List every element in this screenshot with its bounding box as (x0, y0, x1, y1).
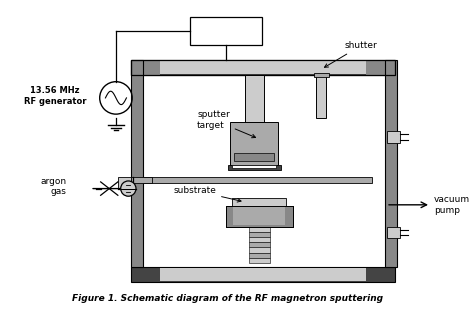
Bar (249, 227, 270, 232)
Bar (232, 198, 286, 206)
Bar (191, 17, 262, 45)
Bar (143, 177, 372, 183)
Bar (152, 62, 374, 73)
Text: shutter: shutter (325, 41, 378, 67)
Bar (249, 232, 270, 237)
Bar (387, 131, 401, 143)
Bar (160, 268, 366, 281)
Bar (131, 60, 160, 75)
Bar (313, 73, 329, 77)
Bar (249, 258, 270, 263)
Bar (234, 153, 274, 161)
Bar (385, 60, 397, 267)
Bar (316, 75, 326, 118)
Circle shape (121, 181, 136, 196)
Text: substrate: substrate (173, 186, 241, 202)
Text: Figure 1. Schematic diagram of the RF magnetron sputtering: Figure 1. Schematic diagram of the RF ma… (72, 294, 383, 303)
Text: matching
network: matching network (206, 21, 246, 41)
Text: 13.56 MHz
RF generator: 13.56 MHz RF generator (24, 86, 86, 106)
Bar (226, 206, 292, 227)
Bar (131, 60, 395, 75)
Bar (228, 165, 281, 170)
Bar (387, 227, 401, 238)
Bar (131, 60, 143, 267)
Text: sputter
target: sputter target (197, 110, 255, 138)
Bar (230, 122, 278, 165)
Bar (226, 206, 292, 227)
Bar (143, 75, 383, 267)
Bar (118, 177, 131, 189)
Bar (249, 253, 270, 258)
Bar (249, 242, 270, 247)
Bar (249, 247, 270, 253)
Bar (160, 61, 366, 74)
Bar (131, 60, 395, 75)
Bar (131, 177, 152, 183)
Bar (232, 165, 276, 168)
Bar (249, 237, 270, 242)
Text: vacuum
pump: vacuum pump (434, 195, 470, 215)
Text: argon
gas: argon gas (40, 177, 66, 197)
Bar (131, 267, 395, 282)
Bar (366, 60, 395, 75)
Bar (233, 206, 285, 225)
Bar (245, 75, 264, 122)
